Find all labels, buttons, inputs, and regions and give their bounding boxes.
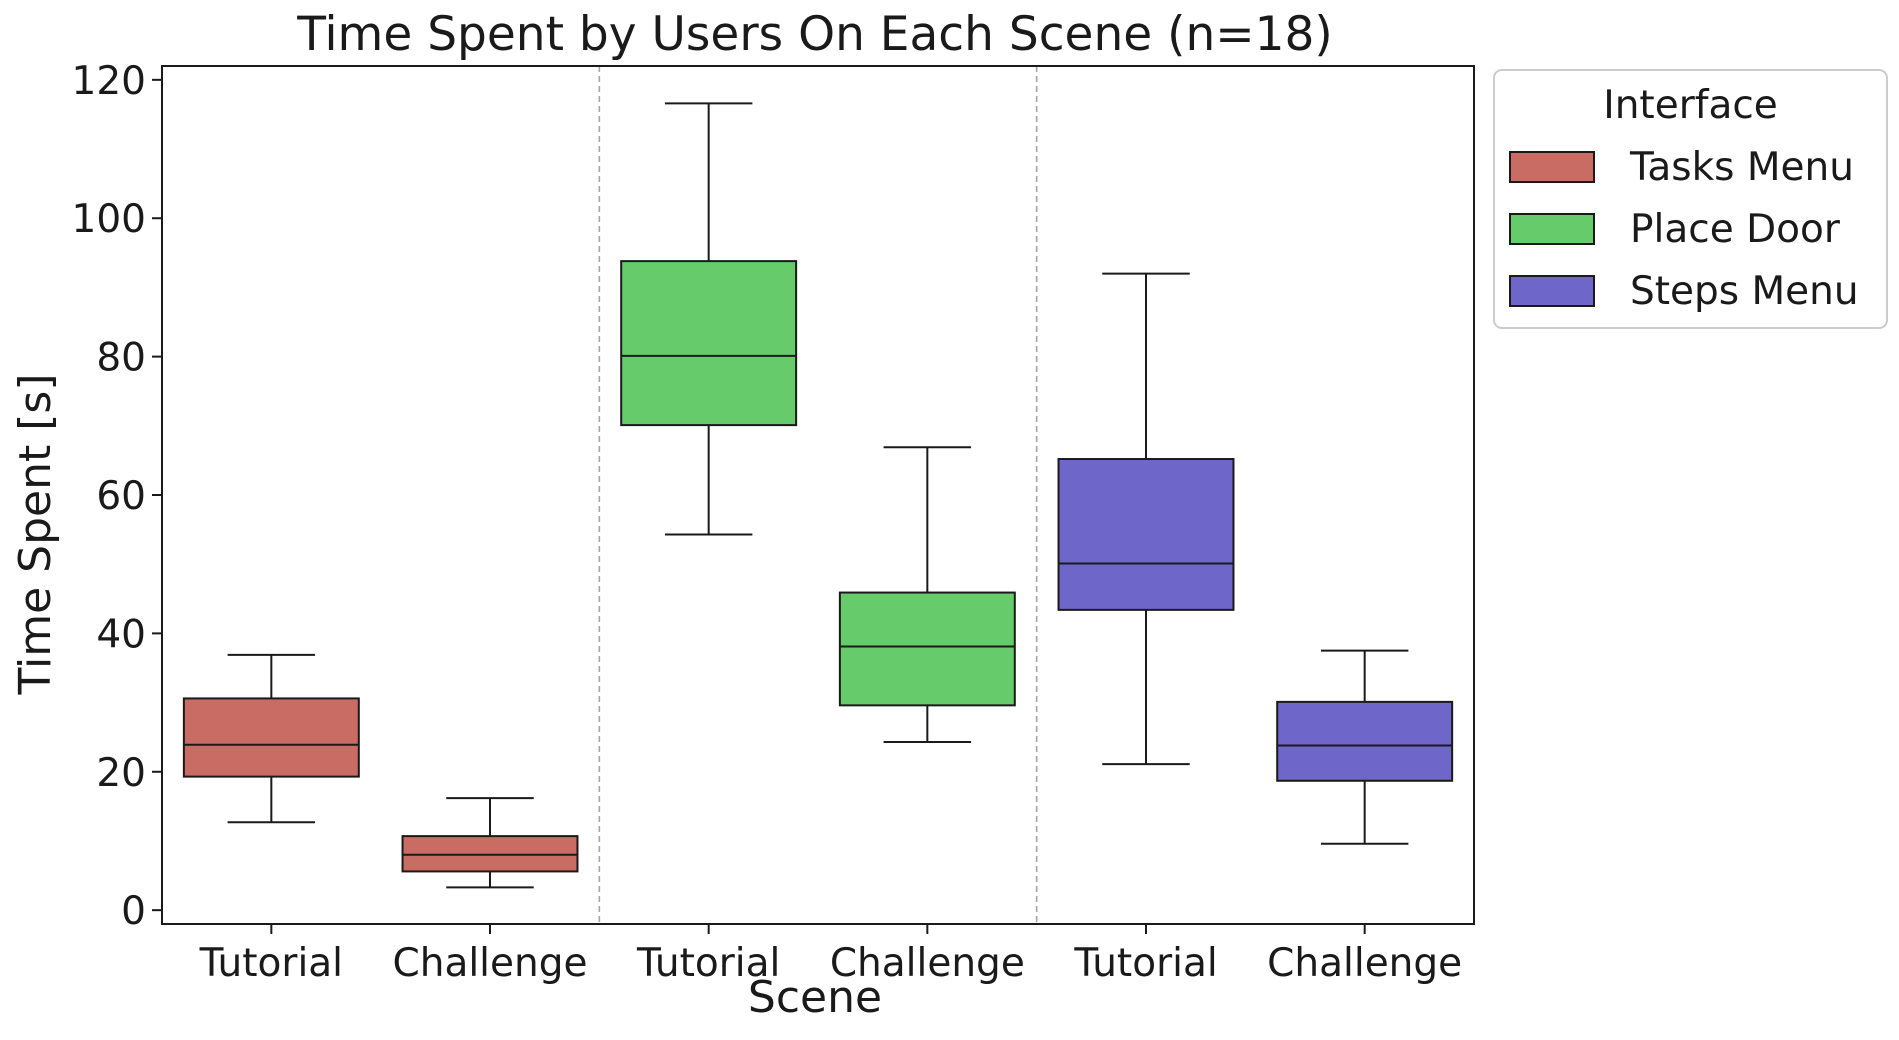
legend-title: Interface (1603, 83, 1778, 128)
x-tick-label: Tutorial (1073, 941, 1217, 986)
box-tasks-menu-tutorial (182, 653, 360, 824)
legend-item-tasks-menu: Tasks Menu (1509, 145, 1854, 190)
legend-item-steps-menu: Steps Menu (1509, 269, 1859, 314)
y-tick-label: 0 (121, 889, 146, 934)
legend-frame (1493, 69, 1888, 329)
legend-label: Place Door (1630, 207, 1841, 252)
y-tick-label: 60 (96, 474, 146, 519)
box-steps-menu-challenge (1276, 649, 1454, 845)
box-place-door-challenge (838, 446, 1016, 744)
iqr-box (1276, 700, 1454, 782)
y-tick-label: 120 (72, 59, 146, 104)
box-place-door-tutorial (620, 102, 798, 536)
legend-label: Tasks Menu (1629, 145, 1854, 190)
legend-swatch (1509, 213, 1595, 245)
y-axis-label: Time Spent [s] (10, 374, 61, 696)
plot-area: Tutorial Challenge Tutorial Challenge Tutori… (72, 59, 1475, 986)
iqr-box (1057, 458, 1235, 611)
x-tick-label: Challenge (1267, 941, 1462, 986)
plot-frame (161, 65, 1475, 925)
x-tick-label: Tutorial (636, 941, 780, 986)
legend-item-place-door: Place Door (1509, 207, 1841, 252)
y-tick-label: 100 (72, 197, 146, 242)
legend-label: Steps Menu (1630, 269, 1859, 314)
legend-swatch (1509, 151, 1595, 183)
chart-title: Time Spent by Users On Each Scene (n=18) (296, 7, 1333, 62)
box-steps-menu-tutorial (1057, 272, 1235, 766)
iqr-box (620, 260, 798, 427)
box-tasks-menu-challenge (401, 797, 579, 889)
legend: Interface Tasks Menu Place Door Steps Menu (1493, 69, 1888, 329)
y-tick-label: 40 (96, 612, 146, 657)
iqr-box (838, 591, 1016, 707)
legend-swatch (1509, 275, 1595, 307)
x-tick-label: Challenge (393, 941, 588, 986)
iqr-box (401, 835, 579, 873)
y-tick-label: 80 (96, 336, 146, 381)
x-axis-label: Scene (748, 972, 882, 1023)
x-tick-label: Tutorial (199, 941, 343, 986)
x-tick-label: Challenge (830, 941, 1025, 986)
iqr-box (182, 697, 360, 778)
y-tick-label: 20 (96, 751, 146, 796)
